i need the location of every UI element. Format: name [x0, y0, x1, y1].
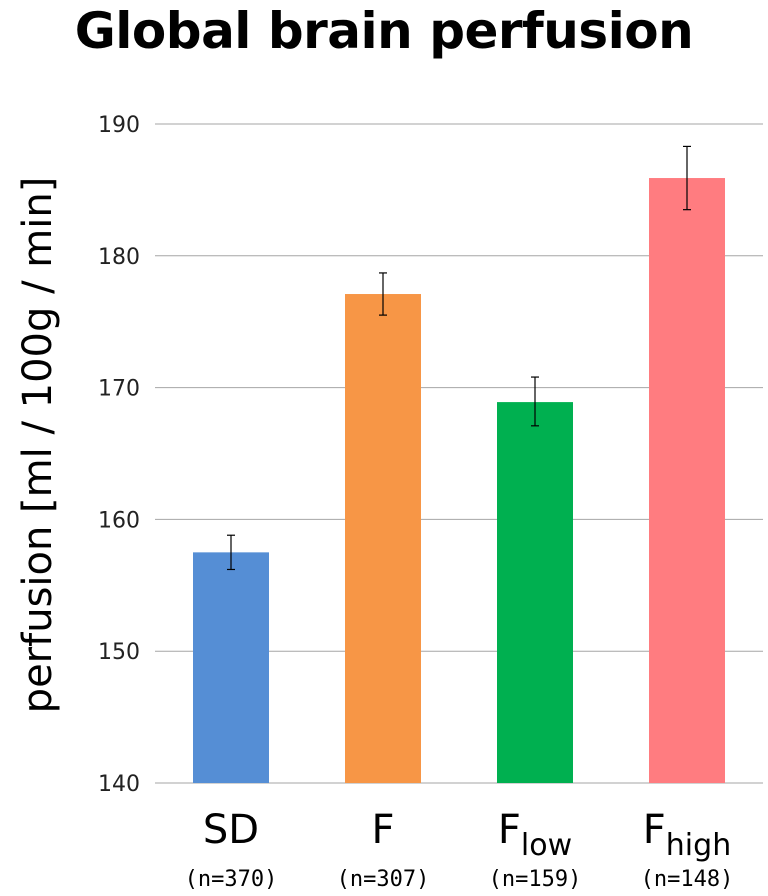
category-name: F	[643, 807, 666, 853]
bar	[649, 178, 725, 784]
bar	[345, 294, 421, 783]
sample-size-label: (n=159)	[489, 867, 582, 892]
bars	[193, 178, 725, 784]
y-tick-label: 180	[98, 245, 140, 270]
x-category-label: SD	[203, 807, 259, 853]
category-name: F	[498, 807, 521, 853]
x-category-label: Flow	[498, 807, 572, 863]
category-name: F	[371, 807, 394, 853]
sample-size-label: (n=148)	[641, 867, 734, 892]
error-bar	[531, 376, 539, 427]
y-tick-labels: 140 150 160 170 180 190	[98, 113, 140, 797]
x-category-labels: SD (n=370) F (n=307) Flow (n=159) Fhigh (n=148)	[185, 807, 734, 892]
error-bar	[379, 272, 387, 316]
sample-size-label: (n=370)	[185, 867, 278, 892]
error-bar	[683, 145, 691, 211]
x-category-label: F	[371, 807, 394, 853]
error-bars	[227, 145, 691, 571]
bar	[497, 402, 573, 783]
sample-size-label: (n=307)	[337, 867, 430, 892]
y-tick-label: 140	[98, 772, 140, 797]
y-tick-label: 150	[98, 640, 140, 665]
bar	[193, 552, 269, 783]
y-tick-label: 190	[98, 113, 140, 138]
category-name: SD	[203, 807, 259, 853]
category-subscript: low	[521, 828, 572, 863]
chart-title: Global brain perfusion	[74, 2, 694, 60]
x-category-label: Fhigh	[643, 807, 731, 863]
error-bar	[227, 534, 235, 571]
y-tick-label: 170	[98, 377, 140, 402]
category-subscript: high	[666, 828, 731, 863]
y-tick-label: 160	[98, 508, 140, 533]
y-axis-title: perfusion [ml / 100g / min]	[15, 177, 61, 714]
